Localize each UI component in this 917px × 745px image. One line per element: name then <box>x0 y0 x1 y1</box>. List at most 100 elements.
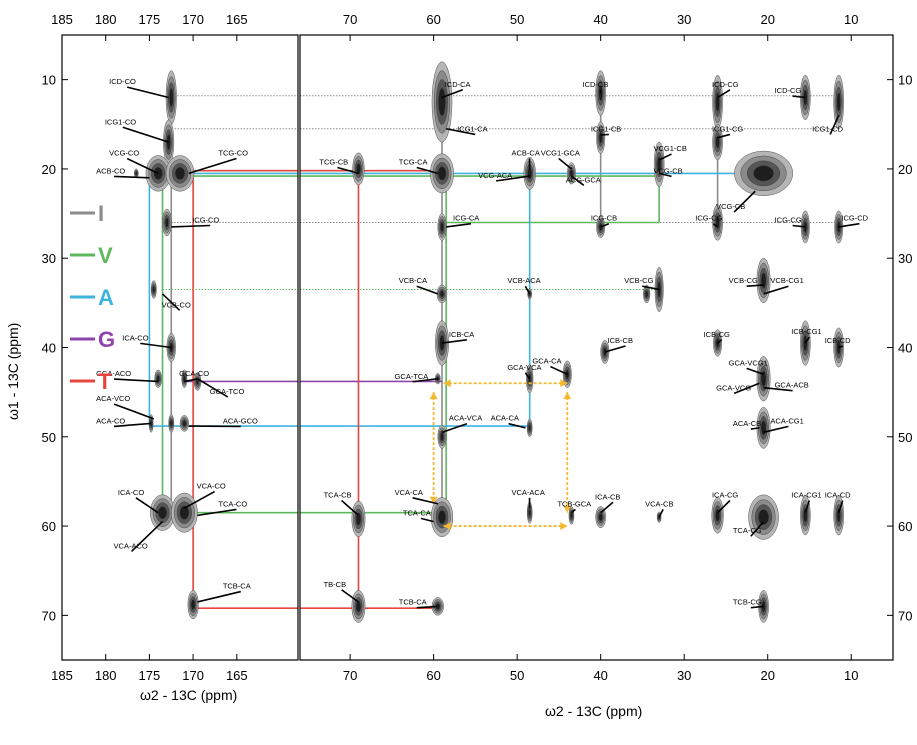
y-tick-label-left: 60 <box>42 519 56 534</box>
crosspeak <box>833 327 844 368</box>
peak-label: VCB-CO <box>162 300 191 309</box>
y-tick-label-right: 60 <box>898 519 912 534</box>
peak-label: ACA-CA <box>491 414 519 423</box>
peak-label: GCA-VCA <box>507 363 541 372</box>
crosspeak <box>165 155 195 192</box>
peak-label: ICG1-CB <box>591 124 621 133</box>
label-leader <box>829 115 840 135</box>
peak-label: GCA-TCO <box>210 387 245 396</box>
crosspeak <box>162 208 172 237</box>
label-leader <box>441 89 463 99</box>
y-tick-label-left: 40 <box>42 341 56 356</box>
label-leader <box>717 499 731 514</box>
peak-label: VCB-CA <box>399 276 427 285</box>
contour-level <box>440 222 444 232</box>
label-leader <box>441 338 467 344</box>
y-tick-label-left: 70 <box>42 608 56 623</box>
label-leader <box>717 89 731 99</box>
peak-label: TB-CB <box>324 580 347 589</box>
contour-level <box>528 424 531 432</box>
peak-label: VCA-ACA <box>512 488 545 497</box>
x-tick-label-top-right: 60 <box>426 12 440 27</box>
label-leader <box>763 386 793 392</box>
contour-level <box>803 335 808 351</box>
x-tick-label-top-right: 10 <box>844 12 858 27</box>
label-leader <box>420 517 434 523</box>
peak-label: TCA-CO <box>218 499 247 508</box>
peak-label: ICG-CB <box>591 214 617 223</box>
label-leader <box>558 157 572 170</box>
y-tick-label-left: 30 <box>42 251 56 266</box>
label-leader <box>804 336 810 344</box>
arrowhead <box>560 522 568 531</box>
label-leader <box>746 284 764 288</box>
label-leader <box>712 223 719 228</box>
peak-label: VCB-CG1 <box>770 276 803 285</box>
x-tick-label-top-left: 180 <box>95 12 117 27</box>
contour-level <box>528 508 531 517</box>
peak-label: VCG1-CB <box>653 144 686 153</box>
peak-label: GCA-ACB <box>775 381 809 390</box>
crosspeak <box>711 497 724 534</box>
label-leader <box>114 175 150 179</box>
contour-level <box>753 165 774 182</box>
x-tick-label-top-left: 165 <box>226 12 248 27</box>
peak-label: ACA-CG1 <box>770 416 803 425</box>
label-leader <box>495 175 530 182</box>
label-leader <box>733 190 756 213</box>
label-leader <box>524 285 531 295</box>
crosspeak <box>712 204 723 241</box>
peak-label: VCA-CA <box>395 488 423 497</box>
crosspeak <box>653 141 665 187</box>
contour-level <box>355 512 361 526</box>
crosspeak <box>430 497 454 537</box>
crosspeak <box>150 494 175 531</box>
peak-assignment-labels: ICD-CO ICG1-CO VCG-CO ACB-CO TCG-CO ICG-CO VCB… <box>96 77 869 609</box>
peak-label: ICG1-CO <box>105 117 136 126</box>
peak-label: ICG1-CA <box>457 124 487 133</box>
contour-level <box>175 167 185 180</box>
peak-label: TCA-CG <box>733 526 762 535</box>
x-tick-label-bottom-right: 10 <box>844 668 858 683</box>
arrowhead <box>563 392 572 400</box>
peak-label: ICA-CG <box>712 491 738 500</box>
label-leader <box>446 222 472 228</box>
y-tick-label-right: 20 <box>898 162 912 177</box>
label-leader <box>114 422 152 428</box>
peak-label: GCA-VCG1 <box>729 358 768 367</box>
crosspeak <box>643 284 651 304</box>
label-leader <box>197 378 229 398</box>
peak-label: TCG-CB <box>319 157 348 166</box>
crosspeak <box>431 61 453 143</box>
peak-label: GCA-TCA <box>395 372 429 381</box>
label-leader <box>750 521 765 537</box>
contour-level <box>440 432 444 441</box>
x-tick-label-bottom-left: 180 <box>95 668 117 683</box>
peak-label: ACG-GCA <box>566 175 601 184</box>
contour-level <box>169 88 174 107</box>
label-leader <box>197 508 237 517</box>
contour-level <box>182 420 187 427</box>
crosspeak <box>134 168 139 179</box>
crosspeak <box>712 74 723 129</box>
contour-level <box>598 513 603 521</box>
y-tick-label-left: 10 <box>42 73 56 88</box>
peak-label: ICB-CD <box>825 336 851 345</box>
crosspeak <box>165 70 177 125</box>
label-leader <box>717 339 723 344</box>
contour-level <box>152 286 155 293</box>
peak-label: ICB-CG <box>704 330 730 339</box>
label-leader <box>126 157 159 175</box>
x-tick-label-top-right: 20 <box>760 12 774 27</box>
crosspeak <box>595 70 606 116</box>
legend-label-V: V <box>98 243 113 268</box>
x-tick-label-top-right: 50 <box>510 12 524 27</box>
peak-label: ICD-CB <box>583 80 609 89</box>
peak-label: GCA-ACO <box>96 369 131 378</box>
label-leader <box>600 222 610 228</box>
label-leader <box>197 590 242 603</box>
contour-level <box>758 509 769 525</box>
peak-label: ICG1-CD <box>812 124 843 133</box>
label-leader <box>763 285 789 295</box>
peak-label: VCG-ACA <box>478 171 512 180</box>
